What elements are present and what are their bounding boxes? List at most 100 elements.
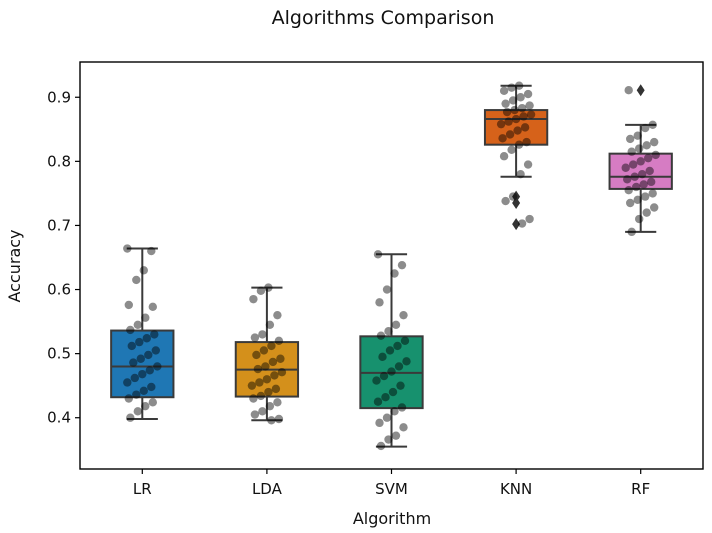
data-point: [267, 416, 276, 425]
data-point: [624, 86, 633, 95]
data-point: [525, 101, 534, 110]
data-point: [504, 117, 513, 126]
data-point: [150, 330, 159, 339]
data-point: [394, 362, 404, 371]
data-point: [379, 371, 389, 381]
plot-area: [110, 81, 673, 451]
outlier-marker: [512, 197, 521, 210]
data-point: [523, 160, 533, 169]
data-point: [259, 346, 269, 355]
data-point: [133, 407, 142, 416]
points-rf: [621, 86, 660, 237]
data-point: [651, 150, 660, 160]
y-tick-label: 0.7: [47, 216, 71, 234]
data-point: [271, 384, 281, 394]
x-axis-title: Algorithm: [353, 509, 431, 528]
data-point: [384, 435, 393, 444]
data-point: [256, 391, 266, 401]
data-point: [133, 320, 142, 329]
data-point: [250, 333, 260, 342]
data-point: [142, 334, 151, 343]
y-tick-label: 0.4: [47, 409, 71, 427]
data-point: [499, 152, 509, 161]
data-point: [635, 144, 644, 153]
data-point: [627, 147, 636, 156]
data-point: [382, 285, 392, 294]
data-point: [277, 368, 287, 377]
data-point: [399, 310, 408, 320]
data-point: [274, 336, 284, 346]
y-axis: 0.4 0.5 0.6 0.7 0.8 0.9: [47, 88, 80, 427]
data-point: [132, 275, 141, 285]
data-point: [501, 99, 510, 108]
data-point: [136, 354, 145, 363]
data-point: [138, 369, 147, 379]
data-point: [517, 219, 527, 228]
data-point: [139, 266, 148, 275]
data-point: [153, 362, 162, 371]
data-point: [264, 283, 273, 292]
data-point: [267, 341, 276, 351]
box-group-svm: [359, 253, 424, 448]
data-point: [630, 172, 639, 181]
data-point: [274, 414, 284, 424]
box-group-knn: [483, 84, 549, 231]
data-point: [514, 81, 524, 90]
data-point: [372, 376, 381, 385]
data-point: [629, 160, 638, 169]
data-point: [132, 390, 141, 399]
data-point: [252, 350, 261, 360]
data-point: [621, 163, 630, 172]
data-point: [270, 371, 279, 380]
x-axis: LR LDA SVM KNN RF: [133, 469, 650, 498]
data-point: [261, 362, 270, 371]
data-point: [626, 198, 635, 208]
data-point: [516, 93, 525, 102]
data-point: [511, 114, 521, 124]
data-point: [638, 169, 647, 179]
data-point: [262, 375, 272, 384]
data-point: [253, 364, 263, 374]
data-point: [124, 300, 133, 310]
data-point: [265, 320, 275, 329]
data-point: [123, 244, 132, 253]
data-point: [382, 413, 392, 422]
data-point: [523, 89, 533, 99]
data-point: [396, 381, 405, 390]
data-point: [145, 366, 154, 375]
data-point: [255, 378, 264, 387]
data-point: [124, 394, 133, 403]
data-point: [624, 185, 633, 195]
data-point: [641, 192, 650, 201]
data-point: [273, 310, 282, 320]
outlier-marker: [512, 190, 521, 203]
chart-title: Algorithms Comparison: [272, 7, 495, 29]
data-point: [507, 145, 516, 155]
data-point: [373, 250, 383, 259]
data-point: [626, 134, 635, 144]
data-point: [510, 105, 519, 115]
x-tick-label: KNN: [500, 480, 532, 498]
data-point: [391, 320, 401, 329]
data-point: [525, 214, 534, 224]
data-point: [249, 294, 258, 304]
data-point: [647, 177, 656, 187]
y-tick-label: 0.9: [47, 88, 71, 106]
data-point: [496, 119, 506, 129]
data-point: [499, 86, 509, 96]
x-tick-label: RF: [631, 480, 650, 498]
data-point: [258, 407, 267, 416]
points-svm: [372, 250, 411, 451]
data-point: [126, 325, 135, 335]
box-group-lda: [234, 286, 300, 422]
data-point: [508, 96, 518, 105]
data-point: [648, 189, 657, 198]
data-point: [258, 330, 267, 339]
data-point: [502, 107, 512, 117]
box-group-rf: [608, 84, 673, 233]
data-point: [519, 112, 528, 121]
outlier-marker: [636, 84, 645, 97]
data-point: [526, 110, 536, 119]
data-point: [256, 286, 266, 296]
y-tick-label: 0.8: [47, 152, 71, 170]
